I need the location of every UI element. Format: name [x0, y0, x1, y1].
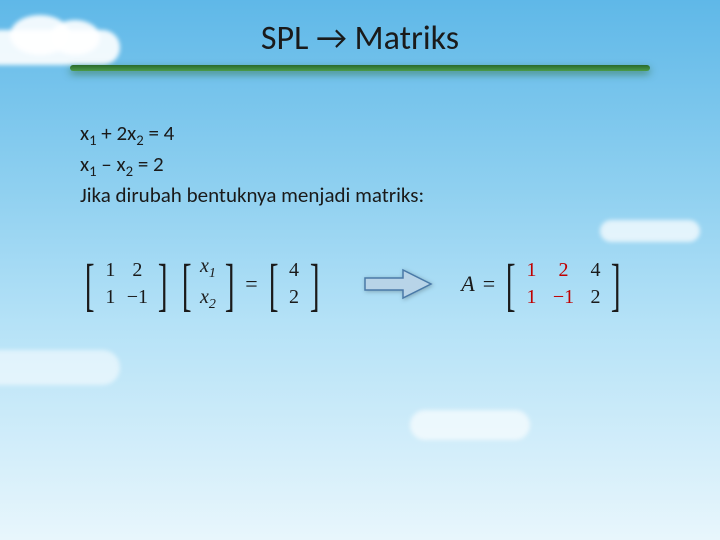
equation-2: x1 – x2 = 2 — [80, 151, 640, 180]
constant-matrix: [ 4 2 ] — [264, 257, 325, 311]
coefficient-matrix: [ 12 1−1 ] — [80, 257, 173, 311]
content: x1 + 2x2 = 4 x1 – x2 = 2 Jika dirubah be… — [0, 90, 720, 315]
title-underline — [70, 65, 650, 71]
arrow-icon — [363, 266, 435, 302]
equation-1: x1 + 2x2 = 4 — [80, 120, 640, 149]
matrix-label-A: A — [459, 271, 476, 297]
decorative-cloud — [410, 410, 530, 440]
decorative-cloud — [0, 350, 120, 385]
equals-sign: = — [243, 271, 259, 297]
page-title: SPL → Matriks — [0, 18, 720, 59]
equals-sign: = — [481, 271, 497, 297]
augmented-matrix: [ 1 2 4 1 −1 2 ] — [501, 257, 626, 311]
decorative-cloud — [600, 220, 700, 242]
variable-matrix: [ x1 x2 ] — [177, 253, 240, 315]
description-text: Jika dirubah bentuknya menjadi matriks: — [80, 182, 640, 208]
title-area: SPL → Matriks — [0, 0, 720, 90]
matrix-row: [ 12 1−1 ] [ x1 x2 ] = [ 4 2 ] — [80, 253, 640, 315]
